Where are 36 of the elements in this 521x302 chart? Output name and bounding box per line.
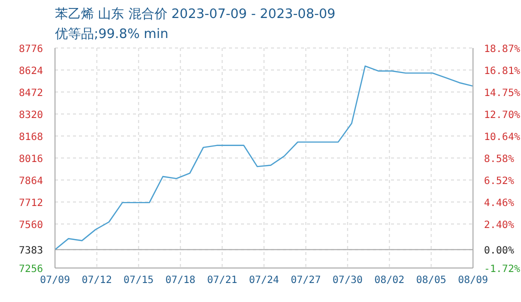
y-tick-label: 8472 <box>18 88 43 99</box>
x-tick-label: 07/18 <box>165 275 196 286</box>
y2-tick-label: 18.87% <box>484 44 520 55</box>
x-tick-label: 07/12 <box>82 275 112 286</box>
x-tick-label: 08/02 <box>374 275 404 286</box>
x-tick-label: 07/21 <box>207 275 238 286</box>
y2-tick-label: 2.40% <box>484 220 514 231</box>
y2-tick-label: 0.00% <box>484 246 514 257</box>
y2-tick-label: 10.64% <box>484 132 520 143</box>
y-tick-label: 7560 <box>18 220 43 231</box>
y2-tick-label: 16.81% <box>484 66 520 78</box>
line-series <box>55 65 473 250</box>
y2-tick-label: 6.52% <box>484 176 514 187</box>
x-tick-label: 07/30 <box>332 275 363 286</box>
y-tick-label: 8016 <box>18 154 43 165</box>
y-tick-label: 8320 <box>18 110 43 121</box>
y2-tick-label: 14.75% <box>484 88 520 100</box>
y2-tick-label: 12.70% <box>484 110 520 121</box>
y-tick-label: 8776 <box>18 44 43 55</box>
y2-tick-label: -1.72% <box>484 264 520 275</box>
y-tick-label: 8168 <box>18 132 43 143</box>
chart-title: 苯乙烯 山东 混合价 2023-07-09 - 2023-08-09 <box>55 6 336 23</box>
y-tick-label: 7383 <box>18 246 43 257</box>
y-tick-label: 8624 <box>18 66 43 77</box>
y2-tick-label: 8.58% <box>484 154 514 165</box>
y-tick-label: 7256 <box>18 264 43 275</box>
y2-tick-label: 4.46% <box>484 198 514 209</box>
x-tick-label: 08/05 <box>416 275 446 286</box>
chart-subtitle: 优等品;99.8% min <box>55 26 168 43</box>
x-tick-label: 07/09 <box>40 275 70 286</box>
x-tick-label: 08/09 <box>458 275 488 286</box>
x-tick-label: 07/27 <box>290 275 321 286</box>
x-tick-label: 07/24 <box>248 275 280 286</box>
y-tick-label: 7864 <box>18 176 43 187</box>
y-tick-label: 7712 <box>18 198 43 209</box>
x-tick-label: 07/15 <box>124 275 154 286</box>
